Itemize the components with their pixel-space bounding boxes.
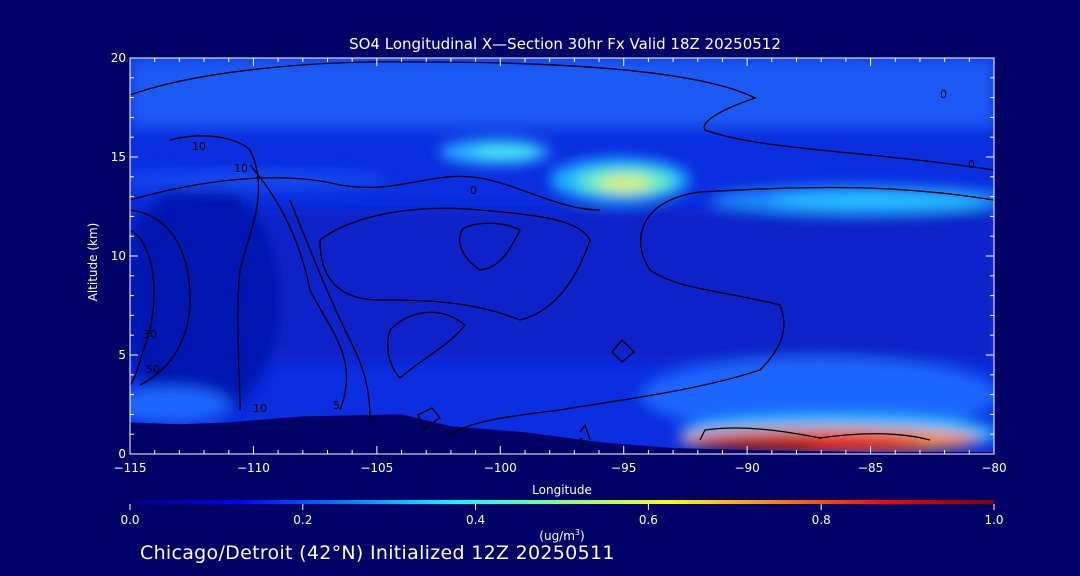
contour-label: 30 (143, 328, 157, 341)
contour-line (319, 207, 591, 321)
west-dark-column (130, 180, 280, 420)
x-tick-label: −115 (114, 461, 147, 475)
y-tick-label: 20 (111, 51, 126, 65)
contour-line (130, 209, 191, 386)
x-tick-label: −105 (360, 461, 393, 475)
upper-plume-center-core (599, 177, 651, 191)
ticks-layer (129, 57, 995, 455)
plot-area: 10 10 0 0 0 30 50 10 5 1 (130, 58, 994, 454)
colorbar: 0.0 0.2 0.4 0.6 0.8 1.0 (ug/m3) (120, 500, 1004, 543)
contour-line (449, 186, 994, 436)
contour-line (130, 229, 155, 386)
contour-line (130, 175, 601, 211)
x-axis-label: Longitude (532, 483, 592, 497)
boundary-layer-core (700, 438, 820, 450)
chart-title: SO4 Longitudinal X—Section 30hr Fx Valid… (349, 35, 781, 53)
contour-lines (130, 61, 994, 441)
lower-blue-east (640, 357, 994, 433)
contour-line (611, 339, 635, 363)
x-tick-label: −110 (237, 461, 270, 475)
lower-blue-west (130, 387, 230, 423)
contour-line (169, 135, 260, 411)
contour-label: 10 (253, 402, 267, 415)
footer-caption: Chicago/Detroit (42°N) Initialized 12Z 2… (140, 542, 615, 564)
y-tick-label: 0 (118, 447, 126, 461)
contour-line (289, 199, 371, 421)
y-tick-label: 15 (111, 150, 126, 164)
contour-label: 10 (234, 162, 248, 175)
colorbar-tick-label: 0.8 (812, 513, 831, 527)
x-tick-label: −85 (858, 461, 883, 475)
tropopause-band-east-core (770, 193, 990, 207)
contour-labels: 10 10 0 0 0 30 50 10 5 1 (143, 88, 975, 449)
contour-label: 0 (968, 158, 975, 171)
colorbar-ticks-layer: 0.0 0.2 0.4 0.6 0.8 1.0 (120, 504, 1004, 527)
contour-line (387, 311, 466, 379)
y-axis-label: Altitude (km) (86, 223, 100, 302)
terrain-mask (130, 414, 994, 454)
upper-plume-west-core (473, 145, 537, 159)
colorbar-unit-label: (ug/m3) (539, 528, 584, 543)
colorbar-tick-label: 0.4 (466, 513, 485, 527)
colorbar-tick-label: 0.0 (120, 513, 139, 527)
contour-label: 5 (333, 399, 340, 412)
contour-line (249, 164, 348, 411)
contour-label: 0 (940, 88, 947, 101)
contour-line (579, 423, 591, 441)
colorbar-tick-label: 0.6 (639, 513, 658, 527)
colorbar-tick-label: 0.2 (293, 513, 312, 527)
contour-label: 50 (146, 363, 160, 376)
tropopause-band-west (130, 170, 390, 190)
x-tick-label: −95 (611, 461, 636, 475)
contour-label: 10 (192, 140, 206, 153)
x-tick-label: −80 (981, 461, 1006, 475)
contour-label: 1 (578, 436, 585, 449)
x-tick-label: −90 (734, 461, 759, 475)
contour-line (459, 222, 521, 271)
contour-line (417, 407, 441, 429)
contour-line (699, 427, 931, 441)
colorbar-bar (130, 500, 994, 504)
x-tick-label: −100 (484, 461, 517, 475)
field-patches (130, 58, 994, 452)
y-tick-label: 5 (118, 348, 126, 362)
contour-label: 0 (470, 184, 477, 197)
colorbar-tick-label: 1.0 (984, 513, 1003, 527)
upper-layer (130, 58, 994, 128)
contour-line (130, 61, 994, 171)
y-tick-label: 10 (111, 249, 126, 263)
